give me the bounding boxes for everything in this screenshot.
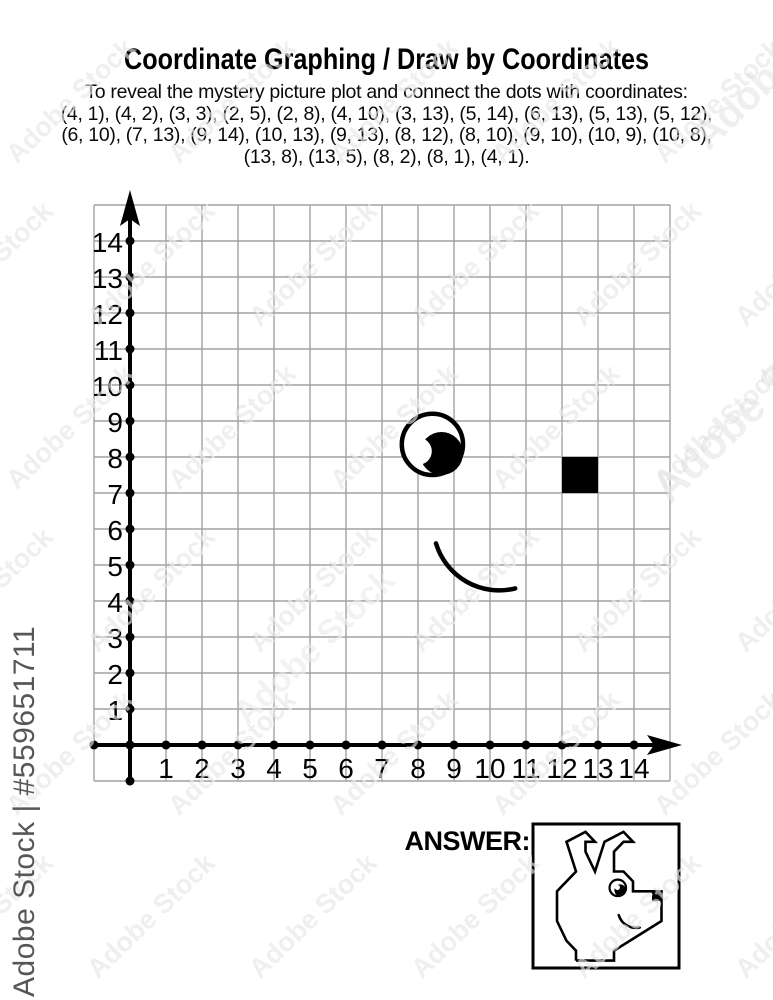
x-tick-label: 14 [618, 753, 649, 784]
y-tick-dot [125, 488, 135, 498]
y-tick-label: 13 [92, 263, 123, 294]
x-tick-label: 6 [338, 753, 354, 784]
x-tick-label: 10 [474, 753, 505, 784]
x-tick-dot [161, 740, 171, 750]
x-tick-label: 2 [194, 753, 210, 784]
y-tick-label: 10 [92, 371, 123, 402]
pregiven-hints [399, 411, 598, 593]
x-tick-label: 3 [230, 753, 246, 784]
x-tick-label: 7 [374, 753, 390, 784]
y-tick-label: 9 [107, 407, 123, 438]
y-tick-dot [125, 308, 135, 318]
answer-smile [617, 913, 641, 930]
y-tick-label: 8 [107, 443, 123, 474]
x-axis-arrow-icon [647, 735, 682, 755]
coordinates-line: (6, 10), (7, 13), (9, 14), (10, 13), (9,… [61, 124, 712, 147]
x-tick-label: 4 [266, 753, 282, 784]
y-tick-label: 2 [107, 659, 123, 690]
x-tick-dot [197, 740, 207, 750]
x-tick-label: 5 [302, 753, 318, 784]
x-tick-dot [449, 740, 459, 750]
eye-glint [404, 437, 432, 465]
stock-id-watermark: Adobe Stock | #559651711 [8, 625, 41, 997]
nose-hint [562, 457, 598, 493]
y-tick-dot [125, 524, 135, 534]
y-tick-label: 5 [107, 551, 123, 582]
y-tick-dot [125, 704, 135, 714]
coordinates-line: (13, 8), (13, 5), (8, 2), (8, 1), (4, 1)… [243, 145, 530, 168]
instructions-intro: To reveal the mystery picture plot and c… [85, 81, 688, 103]
y-tick-label: 3 [107, 623, 123, 654]
y-tick-label: 7 [107, 479, 123, 510]
y-tick-dot [125, 236, 135, 246]
x-tick-dot [485, 740, 495, 750]
y-tick-dot [125, 560, 135, 570]
x-tick-label: 12 [546, 753, 577, 784]
y-tick-label: 6 [107, 515, 123, 546]
answer-picture [531, 822, 681, 970]
y-tick-dot [125, 776, 135, 786]
y-axis-arrow-icon [120, 190, 140, 226]
x-tick-dot [305, 740, 315, 750]
x-tick-dot [413, 740, 423, 750]
y-tick-label: 4 [107, 587, 123, 618]
y-tick-label: 11 [94, 335, 123, 366]
coordinates-line: (4, 1), (4, 2), (3, 3), (2, 5), (2, 8), … [60, 102, 713, 125]
y-tick-label: 1 [107, 695, 123, 726]
y-tick-label: 12 [92, 299, 123, 330]
y-tick-dot [125, 272, 135, 282]
y-tick-dot [125, 740, 135, 750]
x-tick-dot [593, 740, 603, 750]
y-tick-dot [125, 380, 135, 390]
page-title: Coordinate Graphing / Draw by Coordinate… [0, 44, 773, 76]
x-tick-labels: 1 2 3 4 5 6 7 8 9 10 11 12 13 14 [158, 753, 649, 784]
eye-pupil [420, 432, 463, 475]
answer-box [531, 822, 681, 970]
page-title-text: Coordinate Graphing / Draw by Coordinate… [123, 43, 650, 76]
x-tick-dot [521, 740, 531, 750]
answer-eye-glint [614, 884, 621, 891]
y-tick-dot [125, 668, 135, 678]
x-tick-label: 1 [158, 753, 174, 784]
instructions-block: To reveal the mystery picture plot and c… [0, 81, 773, 168]
axis-tick-dots [89, 236, 639, 786]
x-tick-dot [89, 740, 99, 750]
y-tick-dot [125, 344, 135, 354]
y-tick-dot [125, 596, 135, 606]
x-tick-dot [377, 740, 387, 750]
x-tick-dot [269, 740, 279, 750]
answer-nose [652, 891, 662, 902]
answer-label: ANSWER: [404, 826, 531, 856]
x-tick-label: 11 [511, 753, 540, 784]
smile-hint [433, 541, 518, 593]
x-tick-label: 13 [582, 753, 613, 784]
x-tick-dot [233, 740, 243, 750]
answer-dog-outline [555, 830, 663, 962]
x-tick-label: 9 [446, 753, 462, 784]
x-tick-label: 8 [410, 753, 426, 784]
y-tick-dot [125, 632, 135, 642]
x-tick-dot [557, 740, 567, 750]
x-tick-dot [341, 740, 351, 750]
y-tick-label: 14 [92, 227, 123, 258]
x-tick-dot [629, 740, 639, 750]
y-tick-dot [125, 452, 135, 462]
y-tick-dot [125, 416, 135, 426]
eye-outline [399, 411, 466, 478]
